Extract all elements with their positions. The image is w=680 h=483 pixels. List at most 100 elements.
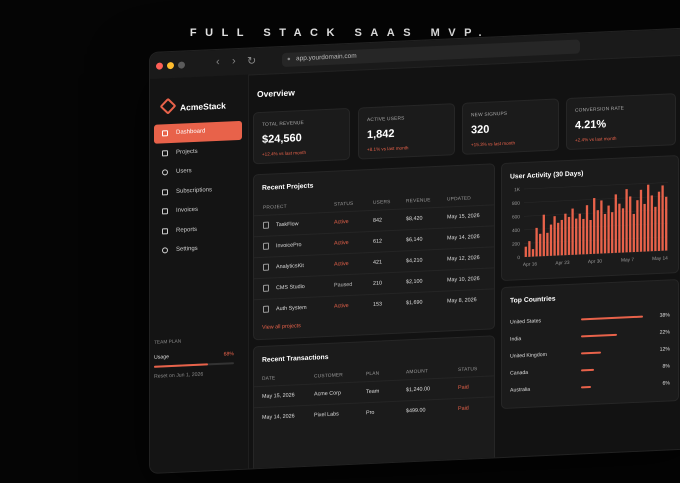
forward-arrow-icon[interactable]: › [232, 55, 236, 68]
page-headline: FULL STACK SAAS MVP. [189, 27, 491, 39]
grid-line [524, 250, 668, 258]
project-revenue: $1,690 [406, 299, 423, 307]
country-percent: 8% [662, 363, 671, 370]
activity-bar [567, 216, 571, 256]
kpi-active-users: ACTIVE USERS 1,842 +8.1% vs last month [358, 103, 455, 160]
activity-bar [647, 184, 650, 252]
sidebar-item-dashboard[interactable]: Dashboard [154, 120, 242, 144]
kpi-delta: +2.4% vs last month [575, 135, 617, 143]
usage-percent: 68% [223, 351, 234, 358]
activity-bar [657, 191, 661, 251]
sidebar-item-settings[interactable]: Settings [154, 238, 242, 261]
col-revenue: REVENUE [406, 198, 431, 205]
kpi-total-revenue: TOTAL REVENUE $24,560 +12.4% vs last mon… [253, 107, 350, 165]
col-status: STATUS [458, 367, 478, 374]
x-tick-label: Apr 30 [588, 258, 602, 265]
activity-bar [629, 196, 632, 253]
project-file-icon [263, 263, 269, 271]
project-revenue: $8,420 [406, 215, 423, 223]
project-updated: May 10, 2026 [447, 276, 480, 284]
col-project: PROJECT [263, 204, 287, 211]
gear-icon [162, 247, 168, 254]
activity-bar [553, 216, 556, 256]
close-window-dot[interactable] [156, 62, 163, 70]
activity-bar [650, 195, 653, 252]
country-bar [581, 384, 643, 389]
status-badge: Paused [334, 281, 353, 289]
project-file-icon [263, 305, 269, 313]
activity-bar [611, 212, 614, 254]
activity-bar [618, 203, 621, 253]
country-percent: 22% [659, 329, 670, 336]
maximize-window-dot[interactable] [178, 61, 185, 69]
transaction-plan: Team [366, 388, 380, 396]
sidebar-item-users[interactable]: Users [154, 160, 242, 183]
activity-bar [542, 214, 545, 257]
y-tick-label: 400 [512, 228, 520, 234]
minimize-window-dot[interactable] [167, 61, 174, 70]
activity-bar [643, 203, 646, 252]
sidebar-item-invoices[interactable]: Invoices [154, 199, 242, 222]
brand[interactable]: AcmeStack [159, 97, 226, 115]
kpi-label: TOTAL REVENUE [262, 121, 304, 128]
project-revenue: $6,140 [406, 236, 423, 244]
activity-bar [531, 249, 535, 257]
country-name: Australia [510, 386, 531, 394]
team-plan-card: TEAM PLAN Usage 68% Reset on Jun 1, 2026 [154, 337, 234, 380]
activity-bar [539, 233, 542, 257]
project-name: InvoicePro [276, 242, 302, 250]
country-bar-fill [581, 368, 595, 372]
activity-bar [557, 222, 560, 256]
status-badge: Active [334, 302, 349, 310]
project-name: Auth System [276, 304, 307, 313]
address-url: app.yourdomain.com [296, 52, 357, 63]
country-percent: 12% [659, 346, 670, 353]
country-bar-fill [581, 333, 617, 338]
kpi-delta: +8.1% vs last month [367, 145, 409, 153]
col-plan: PLAN [366, 371, 380, 378]
country-bar-fill [581, 351, 601, 355]
project-revenue: $4,210 [406, 257, 423, 265]
chart-icon [162, 227, 168, 234]
kpi-label: ACTIVE USERS [367, 116, 405, 124]
card-icon [162, 188, 168, 195]
col-customer: CUSTOMER [314, 373, 343, 380]
country-name: United Kingdom [510, 351, 547, 360]
reload-icon[interactable]: ↻ [247, 55, 257, 68]
kpi-conversion-rate: CONVERSION RATE 4.21% +2.4% vs last mont… [566, 93, 676, 151]
folder-icon [162, 149, 168, 156]
country-name: Canada [510, 369, 529, 377]
col-users: USERS [373, 200, 391, 206]
app-mockup: ‹ › ↻ ● app.yourdomain.com AcmeStack Das… [150, 21, 680, 483]
project-name: AnalyticsKit [276, 263, 304, 271]
col-date: DATE [262, 376, 276, 382]
x-tick-label: May 7 [621, 257, 634, 264]
kpi-label: CONVERSION RATE [575, 106, 625, 114]
transaction-amount: $1,240.00 [406, 386, 430, 394]
col-updated: UPDATED [447, 196, 471, 203]
activity-bar [575, 218, 578, 255]
y-tick-label: 600 [512, 214, 520, 220]
project-users: 210 [373, 280, 382, 287]
view-all-projects-link[interactable]: View all projects [262, 323, 301, 331]
usage-reset-date: Reset on Jun 1, 2026 [154, 371, 204, 380]
x-tick-label: Apr 23 [555, 260, 569, 267]
kpi-label: NEW SIGNUPS [471, 111, 508, 119]
status-badge: Active [334, 260, 349, 268]
activity-bar [654, 206, 657, 252]
country-name: United States [510, 318, 542, 326]
kpi-delta: +12.4% vs last month [262, 149, 307, 157]
back-arrow-icon[interactable]: ‹ [216, 55, 220, 69]
activity-bar [603, 213, 607, 254]
usage-bar-fill [154, 363, 209, 368]
activity-bar [596, 210, 599, 254]
acmestack-logo-icon [159, 97, 177, 115]
transaction-plan: Pro [366, 409, 375, 417]
activity-bar [639, 189, 643, 252]
kpi-value: $24,560 [262, 132, 302, 146]
transaction-customer: Pixel Labs [314, 411, 339, 419]
top-countries-title: Top Countries [510, 295, 556, 305]
activity-bar [632, 213, 635, 253]
main-content: Overview TOTAL REVENUE $24,560 +12.4% vs… [248, 54, 680, 473]
project-users: 842 [373, 217, 382, 224]
